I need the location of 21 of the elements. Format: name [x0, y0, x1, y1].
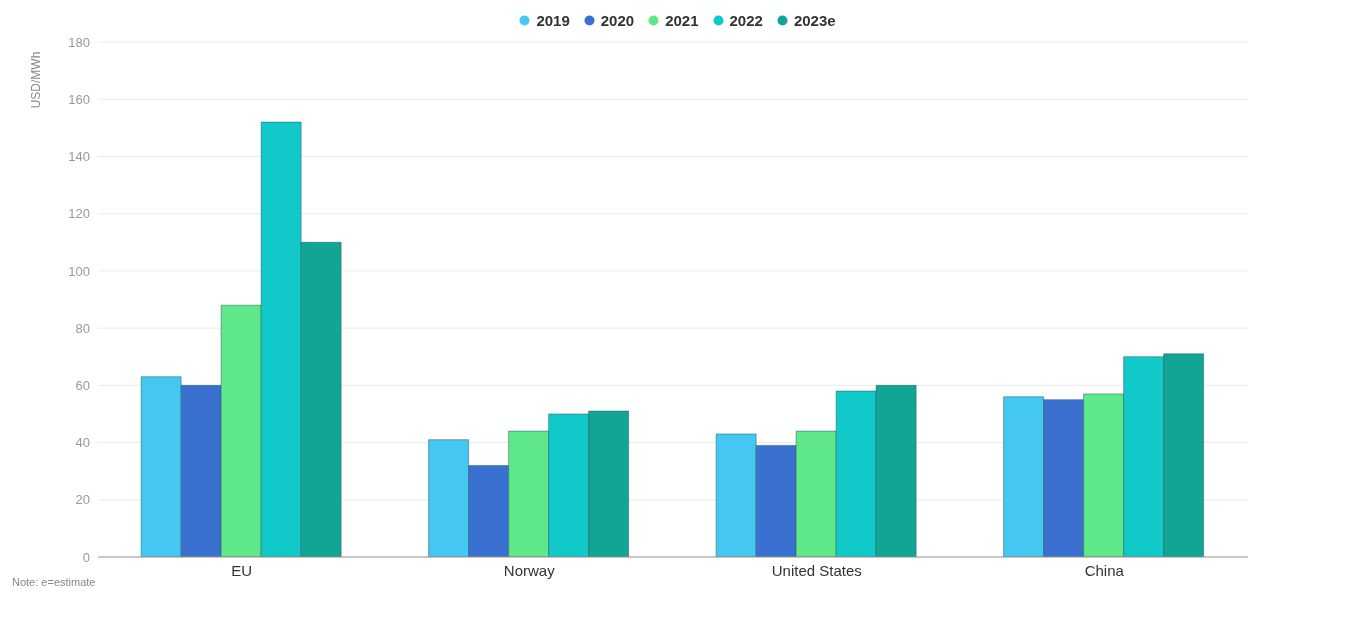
y-tick-label: 60 — [75, 377, 90, 393]
legend-label: 2019 — [535, 11, 570, 29]
text: Note: e=estimate — [12, 576, 96, 588]
y-tick-label: 140 — [68, 149, 90, 165]
y-tick-label: 20 — [75, 492, 90, 508]
x-tick-label: United States — [771, 561, 862, 579]
legend-label: 2021 — [664, 11, 699, 29]
y-tick-label: 0 — [82, 549, 90, 565]
x-tick-label: Norway — [503, 561, 556, 579]
x-tick-label: China — [1084, 561, 1125, 579]
y-tick-label: 80 — [75, 320, 90, 336]
y-tick-label: 180 — [68, 34, 90, 50]
legend-label: 2022 — [728, 11, 763, 29]
legend-label: 2023e — [792, 11, 836, 29]
y-tick-label: 100 — [68, 263, 90, 279]
y-tick-label: 160 — [68, 91, 90, 107]
y-axis-title: USD/MWh — [29, 51, 43, 109]
legend-label: 2020 — [599, 11, 635, 29]
x-tick-label: EU — [231, 561, 253, 579]
y-tick-label: 120 — [68, 206, 90, 222]
y-tick-label: 40 — [75, 435, 90, 451]
